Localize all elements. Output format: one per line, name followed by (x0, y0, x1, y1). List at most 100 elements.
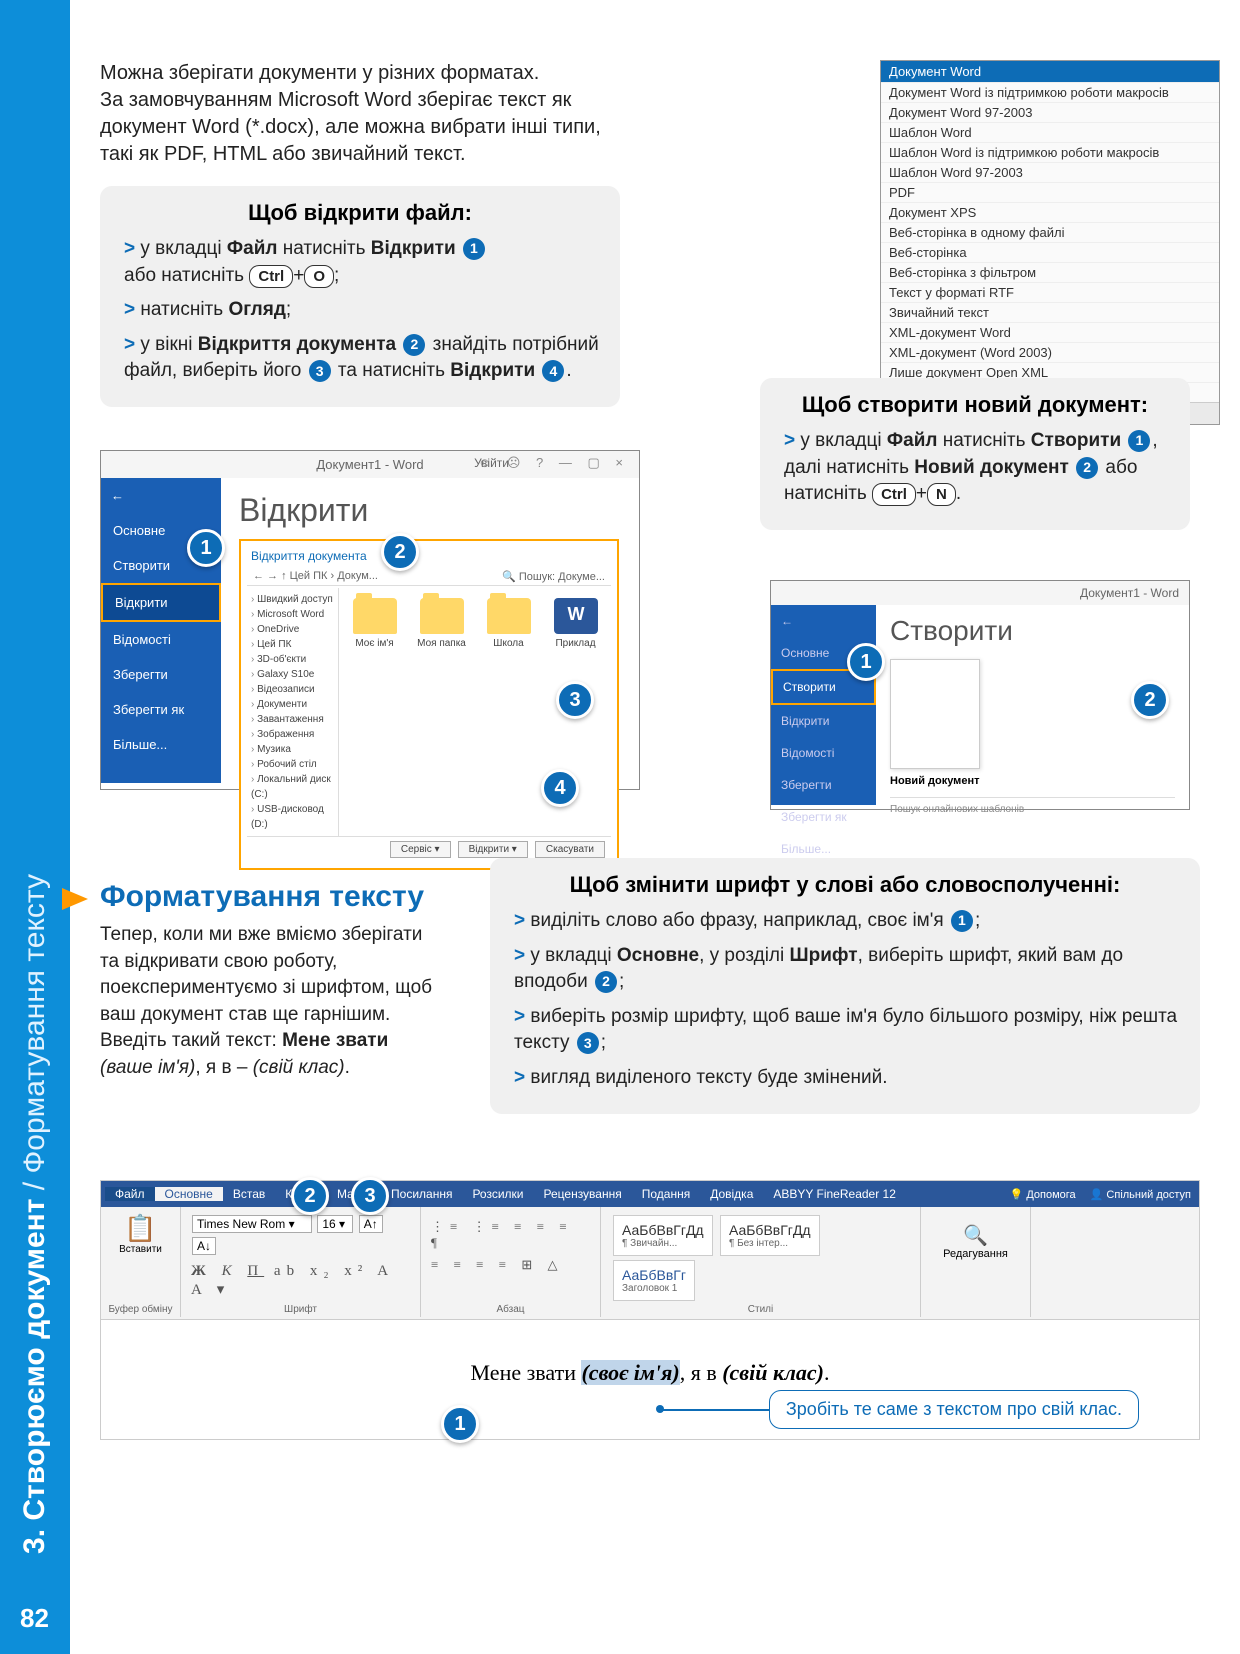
word-open-screenshot: Документ1 - Word Увійти ☺ ☹ ? — ▢ × ← Ос… (100, 450, 640, 790)
f-m3: 3 (577, 1032, 599, 1054)
tab-insert[interactable]: Встав (223, 1187, 275, 1201)
wc-back[interactable]: ← (771, 605, 876, 637)
ribbon-groups: 📋 Вставити Буфер обміну Times New Rom ▾ … (101, 1207, 1199, 1317)
sidebar-title: 3. Створюємо документ / Форматування тек… (18, 874, 52, 1554)
nav-open[interactable]: Відкрити (101, 583, 221, 622)
tab-refs[interactable]: Посилання (381, 1187, 462, 1201)
edit-label: Редагування (931, 1248, 1020, 1260)
tree-item[interactable]: Завантаження (251, 712, 334, 727)
tab-abbyy[interactable]: ABBYY FineReader 12 (763, 1187, 906, 1201)
tab-review[interactable]: Рецензування (534, 1187, 632, 1201)
folder-label: Моя папка (414, 638, 469, 649)
format-item[interactable]: XML-документ Word (881, 322, 1219, 342)
wc-save[interactable]: Зберегти (771, 769, 876, 801)
nav-more[interactable]: Більше... (101, 727, 221, 762)
tab-right: 💡 Допомога 👤 Спільний доступ (1010, 1188, 1191, 1201)
wc-saveas[interactable]: Зберегти як (771, 801, 876, 833)
folder-item[interactable]: Моя папка (414, 598, 469, 826)
format-item[interactable]: Веб-сторінка в одному файлі (881, 222, 1219, 242)
tree-item[interactable]: Локальний диск (C:) (251, 772, 334, 802)
tell-me[interactable]: 💡 Допомога (1010, 1188, 1076, 1201)
wc-info[interactable]: Відомості (771, 737, 876, 769)
para-buttons-2[interactable]: ≡ ≡ ≡ ≡ ⊞ △ (431, 1257, 590, 1273)
tree-item[interactable]: Швидкий доступ (251, 592, 334, 607)
font-size-box[interactable]: 16 ▾ (317, 1215, 353, 1233)
format-item[interactable]: Документ XPS (881, 202, 1219, 222)
document-area[interactable]: Мене звати (своє ім'я), я в (свій клас).… (100, 1320, 1200, 1440)
style-normal[interactable]: АаБбВвГгДд¶ Звичайн... (613, 1215, 713, 1256)
tree-item[interactable]: Музика (251, 742, 334, 757)
tree-item[interactable]: Відеозаписи (251, 682, 334, 697)
format-item[interactable]: Документ Word 97-2003 (881, 102, 1219, 122)
tab-view[interactable]: Подання (632, 1187, 700, 1201)
formats-header[interactable]: Документ Word (881, 61, 1219, 82)
tab-file[interactable]: Файл (105, 1187, 155, 1201)
f-m2: 2 (595, 971, 617, 993)
ribbon-tabs: Файл Основне Встав Конст Макет Посилання… (101, 1181, 1199, 1207)
format-item[interactable]: Шаблон Word із підтримкою роботи макросі… (881, 142, 1219, 162)
tree-item[interactable]: Зображення (251, 727, 334, 742)
folder-item[interactable]: Моє ім'я (347, 598, 402, 826)
open-step-3: у вікні Відкриття документа 2 знайдіть п… (124, 332, 602, 385)
wc-nav: ← Основне Створити Відкрити Відомості Зб… (771, 605, 876, 805)
format-item[interactable]: Звичайний текст (881, 302, 1219, 322)
format-item[interactable]: PDF (881, 182, 1219, 202)
tab-home[interactable]: Основне (155, 1187, 223, 1201)
para-buttons-1[interactable]: ⋮≡ ⋮≡ ≡ ≡ ≡ ¶ (431, 1219, 590, 1251)
font-step-1: виділіть слово або фразу, наприклад, сво… (514, 908, 1182, 935)
f-m1: 1 (951, 910, 973, 932)
doc-text: Мене звати (своє ім'я), я в (свій клас). (101, 1360, 1199, 1386)
shrink-font[interactable]: A↓ (192, 1237, 216, 1255)
grp-clipboard: 📋 Вставити Буфер обміну (101, 1207, 181, 1317)
nav-back[interactable]: ← (101, 478, 221, 513)
format-item[interactable]: Шаблон Word (881, 122, 1219, 142)
tree-item[interactable]: 3D-об'єкти (251, 652, 334, 667)
wc-open[interactable]: Відкрити (771, 705, 876, 737)
grp-font: Times New Rom ▾ 16 ▾ A↑ A↓ Ж К П ab x₂ x… (181, 1207, 421, 1317)
font-buttons[interactable]: Ж К П ab x₂ x² A A ▾ (191, 1263, 410, 1299)
format-item[interactable]: Текст у форматі RTF (881, 282, 1219, 302)
window-icons[interactable]: ☺ ☹ ? — ▢ × (478, 455, 629, 471)
big-marker-4: 4 (541, 769, 579, 807)
tab-help[interactable]: Довідка (700, 1187, 763, 1201)
dlg-tree[interactable]: Швидкий доступMicrosoft WordOneDriveЦей … (247, 588, 339, 836)
find-icon[interactable]: 🔍 (931, 1223, 1020, 1248)
tab-mail[interactable]: Розсилки (462, 1187, 533, 1201)
wc-title: Документ1 - Word (771, 581, 1189, 605)
dlg-path[interactable]: ← → ↑ Цей ПК › Докум... 🔍 Пошук: Докуме.… (247, 567, 611, 586)
tree-item[interactable]: Робочий стіл (251, 757, 334, 772)
nav-info[interactable]: Відомості (101, 622, 221, 657)
format-item[interactable]: XML-документ (Word 2003) (881, 342, 1219, 362)
font-name-box[interactable]: Times New Rom ▾ (192, 1215, 312, 1233)
share-btn[interactable]: 👤 Спільний доступ (1090, 1188, 1191, 1201)
folder-item[interactable]: Школа (481, 598, 536, 826)
template-label: Новий документ (890, 775, 1175, 787)
template-search[interactable]: Пошук онлайнових шаблонів (890, 797, 1175, 815)
style-nospacing[interactable]: АаБбВвГгДд¶ Без інтер... (720, 1215, 820, 1256)
tree-item[interactable]: OneDrive (251, 622, 334, 637)
grow-font[interactable]: A↑ (359, 1215, 383, 1233)
intro-p1: Можна зберігати документи у різних форма… (100, 60, 610, 87)
nav-saveas[interactable]: Зберегти як (101, 692, 221, 727)
blank-template[interactable] (890, 659, 980, 769)
tree-item[interactable]: Galaxy S10e (251, 667, 334, 682)
c-marker-1: 1 (1128, 430, 1150, 452)
tree-item[interactable]: Цей ПК (251, 637, 334, 652)
style-heading1[interactable]: АаБбВвГгЗаголовок 1 (613, 1260, 695, 1301)
format-item[interactable]: Документ Word із підтримкою роботи макро… (881, 82, 1219, 102)
folder-label: Приклад (548, 638, 603, 649)
nav-save[interactable]: Зберегти (101, 657, 221, 692)
big-marker-3: 3 (556, 681, 594, 719)
open-step-2: натисніть Огляд; (124, 297, 602, 324)
paste-icon[interactable]: 📋 (111, 1213, 170, 1244)
page-number: 82 (20, 1603, 49, 1634)
format-item[interactable]: Веб-сторінка (881, 242, 1219, 262)
format-item[interactable]: Веб-сторінка з фільтром (881, 262, 1219, 282)
tree-item[interactable]: USB-дисковод (D:) (251, 802, 334, 832)
callout: Зробіть те саме з текстом про свій клас. (769, 1390, 1139, 1429)
section-body: Тепер, коли ми вже вміємо зберігати та в… (100, 922, 440, 1082)
tree-item[interactable]: Документи (251, 697, 334, 712)
format-item[interactable]: Шаблон Word 97-2003 (881, 162, 1219, 182)
c-marker-2: 2 (1076, 457, 1098, 479)
tree-item[interactable]: Microsoft Word (251, 607, 334, 622)
